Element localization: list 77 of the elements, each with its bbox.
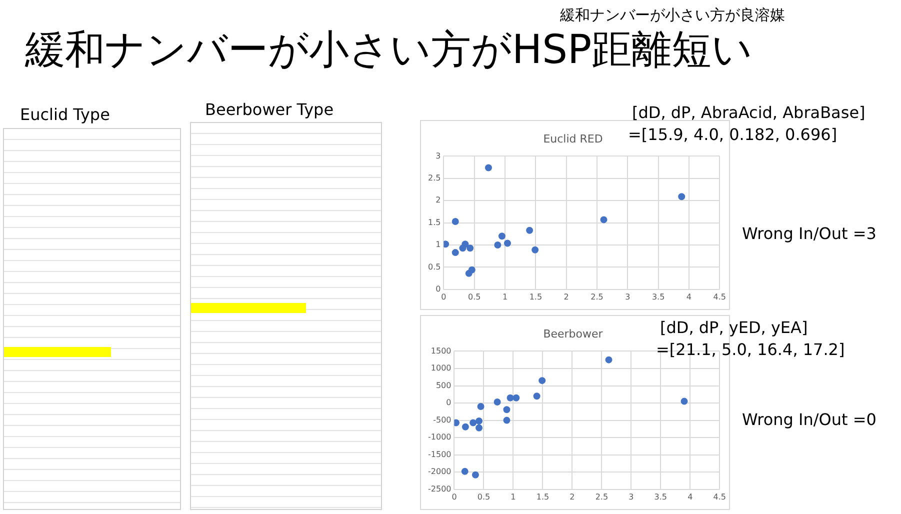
x-tick-label: 1 <box>502 292 508 302</box>
text: 緩和ナンバーが小さい方が良溶媒 <box>560 6 785 24</box>
point <box>454 419 460 426</box>
y-tick-label: -1500 <box>428 450 452 459</box>
text: Euclid Type <box>20 105 110 124</box>
point <box>605 356 612 364</box>
point <box>461 468 468 475</box>
x-tick-label: 2 <box>570 492 575 502</box>
x-tick-label: 3 <box>625 292 630 302</box>
point <box>532 246 539 254</box>
point <box>503 416 510 424</box>
y-tick-label: 500 <box>436 380 452 390</box>
point <box>462 423 469 430</box>
y-tick-label: -2000 <box>428 467 452 476</box>
point <box>470 419 477 426</box>
point <box>468 266 476 274</box>
point <box>680 398 688 405</box>
point <box>466 244 474 252</box>
point <box>600 216 608 224</box>
x-tick-label: 0.5 <box>477 492 490 502</box>
point <box>477 402 484 410</box>
text: [dD, dP, AbraAcid, AbraBase] <box>632 103 866 122</box>
text: Wrong In/Out =3 <box>742 224 876 244</box>
x-tick-label: 4 <box>688 492 693 502</box>
y-tick-label: 0.5 <box>428 262 441 272</box>
point <box>476 424 483 432</box>
x-tick-label: 4.5 <box>713 492 726 502</box>
y-tick-label: 1500 <box>430 346 452 356</box>
point <box>504 240 511 247</box>
point <box>462 240 469 248</box>
x-tick-label: 2.5 <box>590 292 604 302</box>
text: Beerbower Type <box>205 100 334 120</box>
point <box>498 232 506 240</box>
x-tick-label: 1.5 <box>529 292 542 302</box>
point <box>452 218 459 225</box>
point <box>503 406 510 414</box>
y-tick-label: 0 <box>436 284 441 294</box>
text: =[15.9, 4.0, 0.182, 0.696] <box>628 125 838 144</box>
point <box>533 392 540 400</box>
point <box>494 398 501 406</box>
text: [dD, dP, yED, yEA] <box>660 318 808 338</box>
x-tick-label: 1.5 <box>536 492 550 502</box>
point <box>444 240 450 248</box>
y-tick-label: -500 <box>433 415 452 424</box>
y-tick-label: 2 <box>436 196 441 205</box>
x-tick-label: 4.5 <box>713 292 726 302</box>
y-tick-label: 0 <box>446 398 452 408</box>
y-tick-label: 1000 <box>430 364 452 373</box>
x-tick-label: 3 <box>628 492 634 502</box>
point <box>484 164 492 172</box>
point <box>512 394 520 402</box>
point <box>526 226 534 234</box>
chart-title: Euclid RED <box>543 132 603 146</box>
x-tick-label: 1 <box>510 492 516 502</box>
y-tick-label: 2.5 <box>428 173 441 182</box>
x-tick-label: 3.5 <box>654 492 668 502</box>
annotation: =[21.1, 5.0, 16.4, 17.2] <box>656 340 845 360</box>
x-tick-label: 4 <box>686 292 692 302</box>
text: 緩和ナンバーが小さい方がHSP距離短い <box>25 26 753 74</box>
y-tick-label: 1.5 <box>428 218 441 227</box>
point <box>452 249 459 256</box>
y-tick-label: -1000 <box>428 432 452 442</box>
chart-title: Beerbower <box>543 327 604 340</box>
x-tick-label: 0.5 <box>468 292 481 302</box>
x-tick-label: 2 <box>564 292 569 302</box>
point <box>472 471 479 478</box>
x-tick-label: 3.5 <box>652 292 665 302</box>
point <box>506 394 514 402</box>
y-tick-label: 3 <box>436 151 441 160</box>
text: Wrong In/Out =0 <box>742 410 876 430</box>
y-tick-label: 1 <box>436 240 441 250</box>
point <box>476 417 483 424</box>
point <box>538 377 546 384</box>
point <box>494 242 502 248</box>
point <box>678 193 686 200</box>
y-tick-label: -2500 <box>428 484 452 494</box>
x-tick-label: 2.5 <box>595 492 608 502</box>
